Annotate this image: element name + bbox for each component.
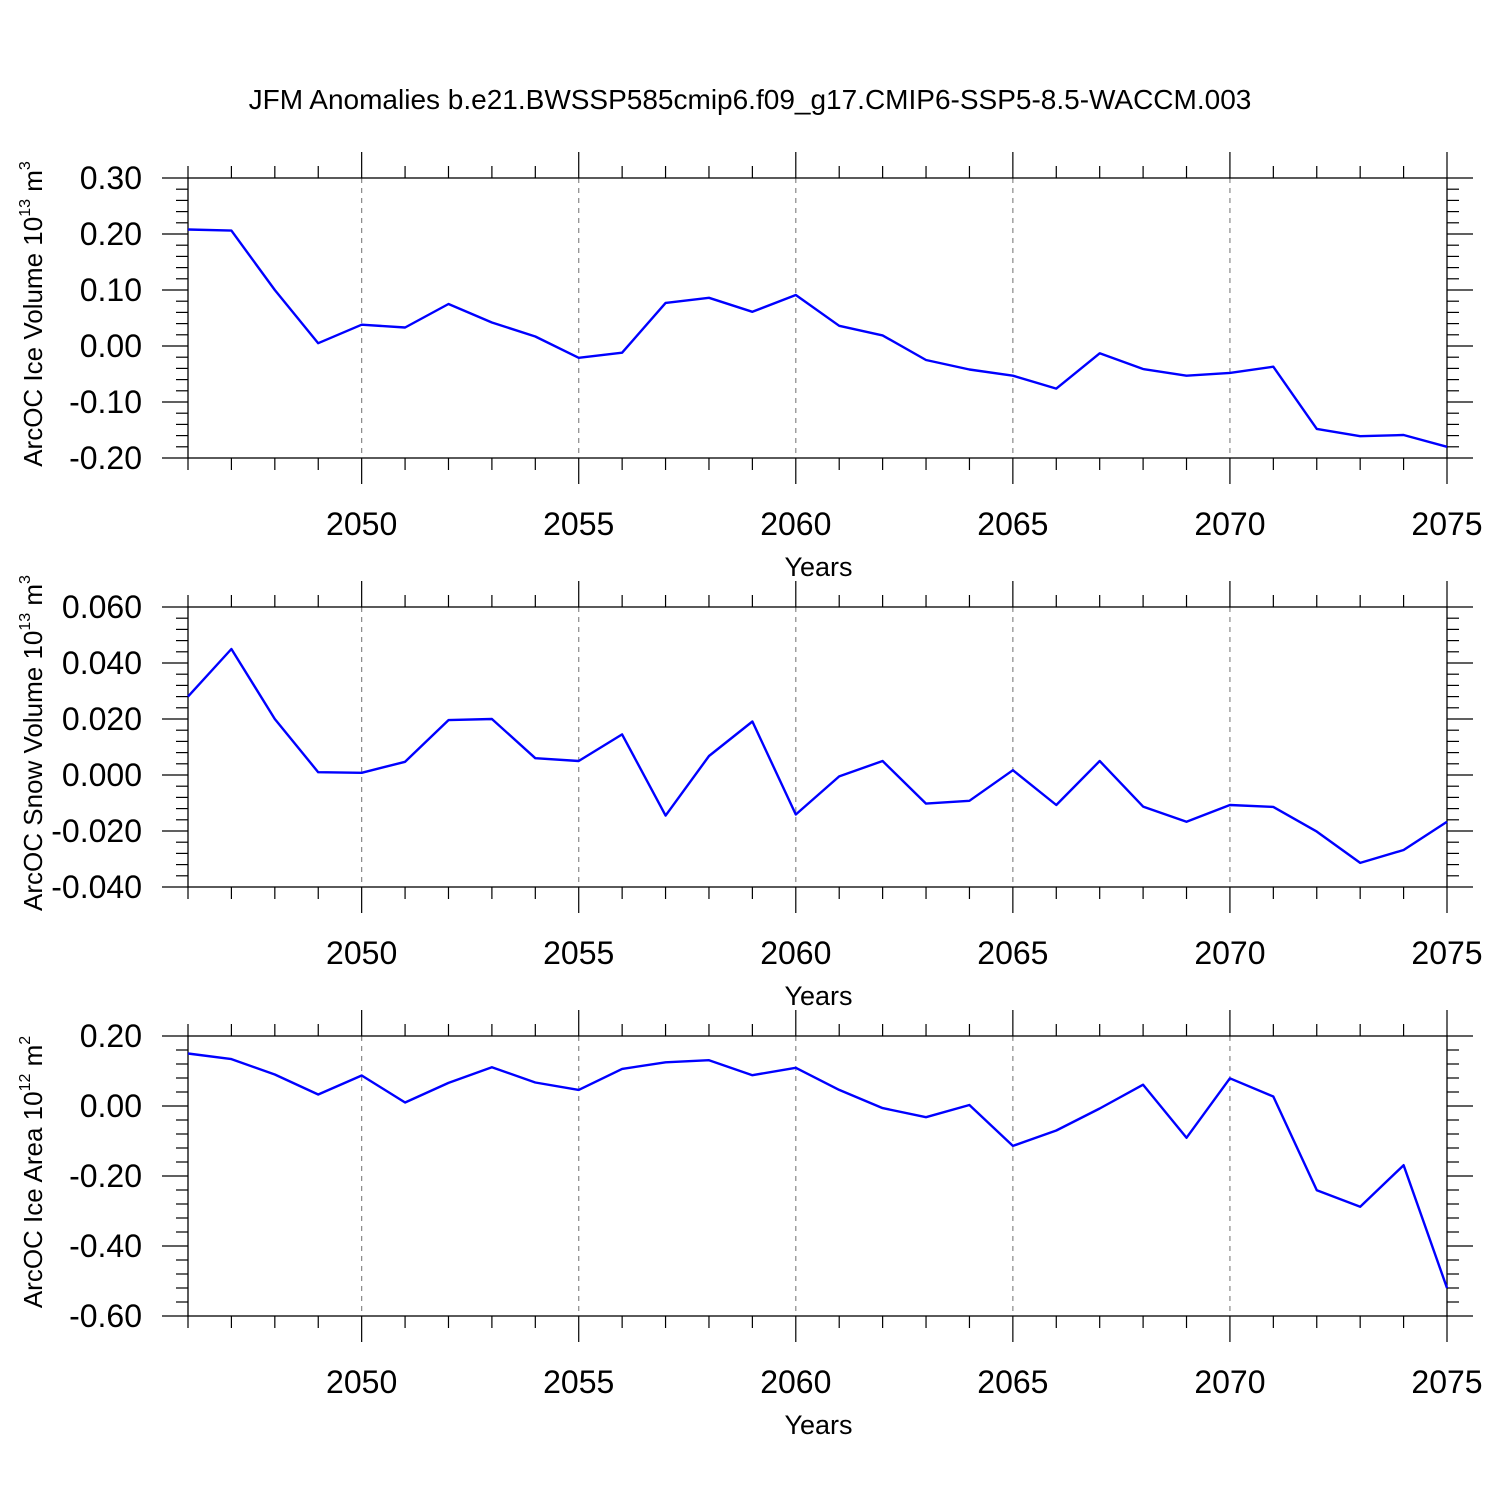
y-tick-label: -0.020 <box>51 813 142 849</box>
x-tick-label: 2060 <box>760 506 831 542</box>
x-tick-label: 2065 <box>977 1364 1048 1400</box>
y-tick-label: 0.000 <box>62 757 142 793</box>
x-tick-label: 2065 <box>977 506 1048 542</box>
y-tick-label: -0.40 <box>69 1228 142 1264</box>
y-tick-label: -0.10 <box>69 384 142 420</box>
x-tick-label: 2050 <box>326 506 397 542</box>
y-tick-label: 0.00 <box>80 1088 142 1124</box>
x-tick-label: 2055 <box>543 1364 614 1400</box>
y-tick-label: 0.20 <box>80 216 142 252</box>
plot-frame <box>187 606 1448 888</box>
x-tick-label: 2070 <box>1194 1364 1265 1400</box>
x-axis-title: Years <box>784 1410 852 1440</box>
x-axis-title: Years <box>784 981 852 1011</box>
chart-panel-3: -0.60 -0.40 -0.20 0.00 0.20 2050 2055 2060 2065 2… <box>17 1010 1483 1440</box>
x-tick-label: 2055 <box>543 935 614 971</box>
plot-frame <box>187 177 1448 459</box>
y-tick-label: -0.60 <box>69 1298 142 1334</box>
x-tick-label: 2075 <box>1411 506 1482 542</box>
x-tick-label: 2050 <box>326 1364 397 1400</box>
x-tick-label: 2055 <box>543 506 614 542</box>
x-tick-label: 2075 <box>1411 935 1482 971</box>
x-tick-label: 2070 <box>1194 935 1265 971</box>
x-axis-title: Years <box>784 552 852 582</box>
y-tick-label: 0.020 <box>62 701 142 737</box>
figure-title: JFM Anomalies b.e21.BWSSP585cmip6.f09_g1… <box>248 84 1252 115</box>
y-tick-label: -0.040 <box>51 869 142 905</box>
series-line-1 <box>187 1052 1449 1289</box>
chart-panel-2: -0.040 -0.020 0.000 0.020 0.040 0.060 2050 2055… <box>17 575 1483 1011</box>
y-axis-title: ArcOC Snow Volume 1013 m3 <box>17 575 48 911</box>
y-tick-label: 0.30 <box>80 160 142 196</box>
y-tick-label: 0.00 <box>80 328 142 364</box>
y-tick-label: 0.040 <box>62 645 142 681</box>
x-tick-label: 2060 <box>760 935 831 971</box>
x-tick-label: 2050 <box>326 935 397 971</box>
x-tick-label: 2075 <box>1411 1364 1482 1400</box>
y-tick-label: 0.10 <box>80 272 142 308</box>
x-tick-label: 2070 <box>1194 506 1265 542</box>
x-tick-label: 2065 <box>977 935 1048 971</box>
series-line-1 <box>187 647 1448 865</box>
y-tick-label: -0.20 <box>69 440 142 476</box>
y-axis-title: ArcOC Ice Area 1012 m2 <box>17 1036 48 1308</box>
y-tick-label: 0.20 <box>80 1018 142 1054</box>
series-line-1 <box>187 228 1448 448</box>
x-tick-label: 2060 <box>760 1364 831 1400</box>
y-axis-title: ArcOC Ice Volume 1013 m3 <box>17 161 48 467</box>
y-tick-label: 0.060 <box>62 589 142 625</box>
chart-panel-1: -0.20 -0.10 0.00 0.10 0.20 0.30 2050 2055 2060 20… <box>17 152 1483 582</box>
y-tick-label: -0.20 <box>69 1158 142 1194</box>
